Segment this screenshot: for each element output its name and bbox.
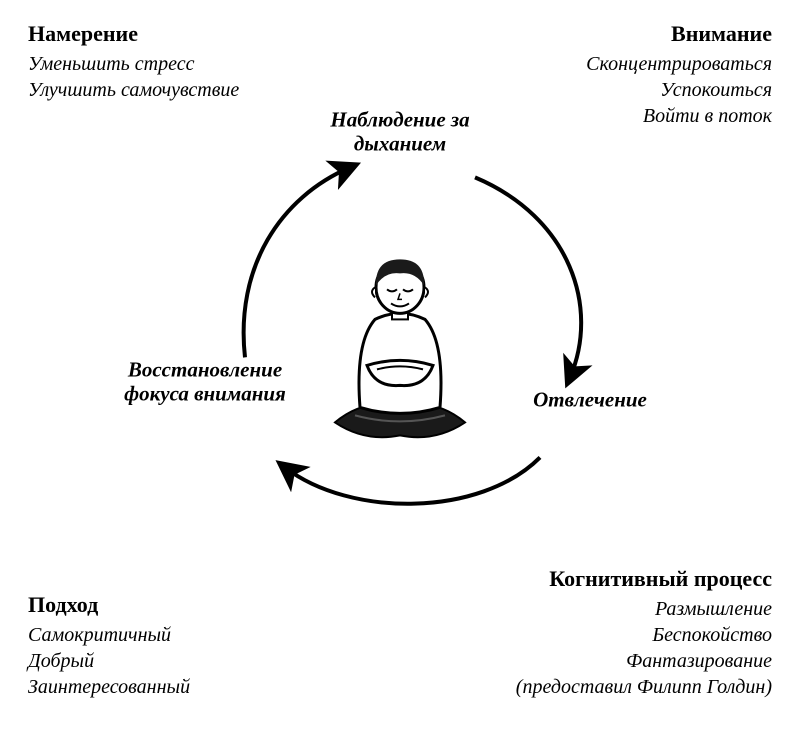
credit-text: (предоставил Филипп Голдин) xyxy=(516,674,772,700)
corner-cognitive-item: Фантазирование xyxy=(516,648,772,674)
cycle-label-observe: Наблюдение за дыханием xyxy=(290,107,510,155)
corner-intent: Намерение Уменьшить стресс Улучшить само… xyxy=(28,20,239,103)
corner-cognitive-title: Когнитивный процесс xyxy=(516,565,772,594)
corner-intent-item: Улучшить самочувствие xyxy=(28,77,239,103)
corner-approach-title: Подход xyxy=(28,591,190,620)
corner-approach-item: Заинтересованный xyxy=(28,674,190,700)
corner-cognitive: Когнитивный процесс Размышление Беспокой… xyxy=(516,565,772,700)
meditator-icon xyxy=(305,247,495,447)
corner-attention-title: Внимание xyxy=(586,20,772,49)
corner-intent-title: Намерение xyxy=(28,20,239,49)
corner-attention-item: Сконцентрироваться xyxy=(586,51,772,77)
corner-intent-item: Уменьшить стресс xyxy=(28,51,239,77)
cycle-diagram: Наблюдение за дыханием Отвлечение Восста… xyxy=(140,107,660,567)
corner-attention-item: Успокоиться xyxy=(586,77,772,103)
cycle-label-refocus: Восстановление фокуса внимания xyxy=(100,357,310,405)
corner-cognitive-item: Беспокойство xyxy=(516,622,772,648)
corner-approach-item: Добрый xyxy=(28,648,190,674)
corner-approach-item: Самокритичный xyxy=(28,622,190,648)
corner-cognitive-item: Размышление xyxy=(516,596,772,622)
corner-approach: Подход Самокритичный Добрый Заинтересова… xyxy=(28,591,190,700)
cycle-label-distract: Отвлечение xyxy=(510,387,670,411)
